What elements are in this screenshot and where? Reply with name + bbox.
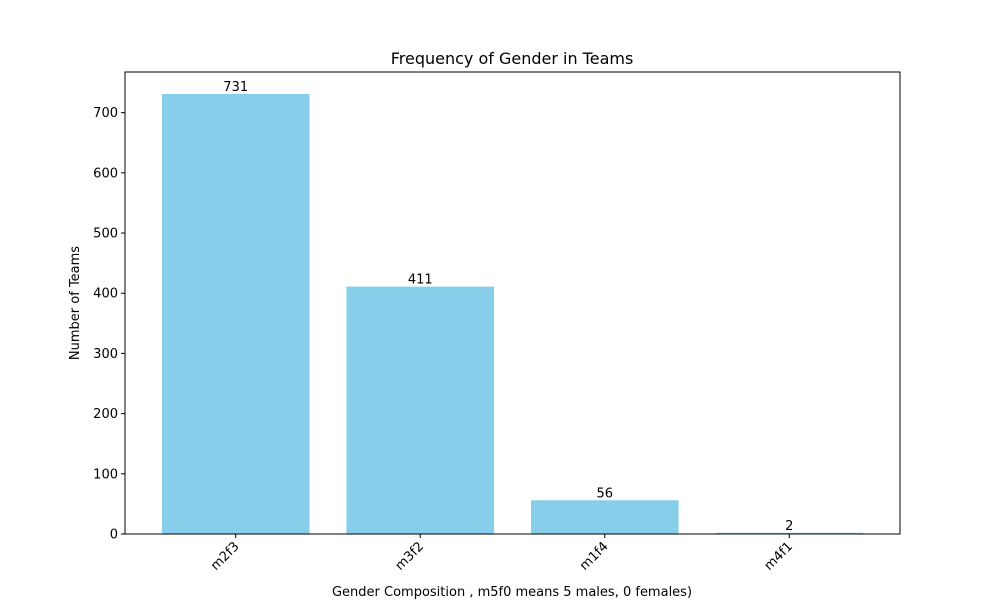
y-tick-label-700: 700 bbox=[93, 106, 118, 121]
x-axis-label: Gender Composition , m5f0 means 5 males,… bbox=[332, 585, 692, 600]
y-tick-label-300: 300 bbox=[93, 347, 118, 362]
bar-m3f2 bbox=[346, 286, 495, 534]
x-tick-label-m2f3: m2f3 bbox=[208, 539, 243, 574]
bars-group bbox=[161, 94, 864, 534]
data-label-m4f1: 2 bbox=[785, 519, 793, 534]
bar-m4f1 bbox=[715, 532, 864, 534]
y-tick-label-100: 100 bbox=[93, 467, 118, 482]
bar-m1f4 bbox=[530, 500, 679, 534]
x-axis: m2f3 m3f2 m1f4 m4f1 bbox=[208, 534, 796, 574]
y-axis: 0 100 200 300 400 500 600 700 bbox=[93, 106, 125, 543]
data-label-m2f3: 731 bbox=[223, 80, 248, 95]
bar-m2f3 bbox=[161, 94, 310, 534]
x-tick-label-m4f1: m4f1 bbox=[762, 539, 797, 574]
y-axis-label: Number of Teams bbox=[68, 246, 83, 360]
y-tick-label-600: 600 bbox=[93, 166, 118, 181]
chart-title: Frequency of Gender in Teams bbox=[391, 49, 634, 68]
x-tick-label-m1f4: m1f4 bbox=[577, 539, 612, 574]
y-tick-label-400: 400 bbox=[93, 287, 118, 302]
y-tick-label-0: 0 bbox=[110, 528, 118, 543]
data-label-m3f2: 411 bbox=[408, 273, 433, 288]
x-tick-label-m3f2: m3f2 bbox=[393, 539, 428, 574]
data-labels-group: 731 411 56 2 bbox=[223, 80, 793, 534]
y-tick-label-200: 200 bbox=[93, 407, 118, 422]
y-tick-label-500: 500 bbox=[93, 227, 118, 242]
data-label-m1f4: 56 bbox=[596, 486, 613, 501]
plot-frame bbox=[124, 71, 901, 535]
